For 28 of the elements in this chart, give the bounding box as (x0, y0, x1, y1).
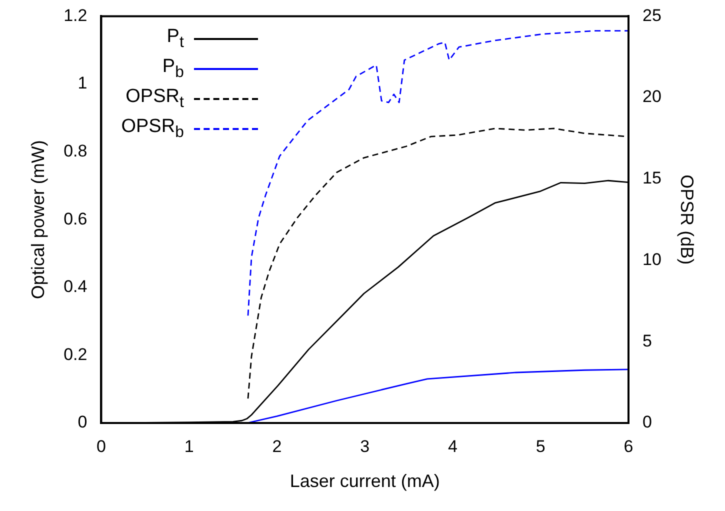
y2-tick-label: 10 (642, 250, 662, 269)
x-tick-label: 5 (536, 436, 546, 456)
x-tick-label: 6 (624, 436, 634, 456)
legend-label: P$_{b}$ (162, 56, 184, 82)
y2-axis-title: OPSR (dB) (677, 174, 698, 265)
y-tick-label: 0.6 (64, 209, 88, 228)
y-tick-label: 0.4 (64, 277, 88, 296)
y2-tick-label: 15 (642, 168, 662, 188)
y2-tick-label: 20 (642, 87, 662, 106)
y2-tick-label: 0 (642, 412, 652, 432)
y-axis-title: Optical power (mW) (28, 140, 48, 300)
y-tick-label: 0 (78, 412, 88, 432)
legend-label: OPSR$_{t}$ (126, 86, 184, 112)
legend-label: OPSR$_{b}$ (121, 116, 184, 142)
y-tick-label: 0.2 (64, 344, 88, 364)
line-series (247, 30, 628, 316)
x-tick-label: 0 (96, 436, 106, 456)
x-tick-label: 3 (360, 436, 370, 456)
x-tick-label: 2 (272, 436, 282, 456)
x-tick-label: 1 (184, 436, 194, 456)
y-tick-label: 1 (78, 74, 88, 93)
y-tick-label: 1.2 (64, 6, 88, 25)
y2-tick-label: 5 (642, 331, 652, 350)
x-tick-label: 4 (448, 436, 458, 456)
y2-tick-label: 25 (642, 6, 662, 25)
x-axis-title: Laser current (mA) (290, 471, 440, 492)
legend-label: P$_{t}$ (166, 26, 184, 52)
y-tick-label: 0.8 (64, 141, 88, 160)
